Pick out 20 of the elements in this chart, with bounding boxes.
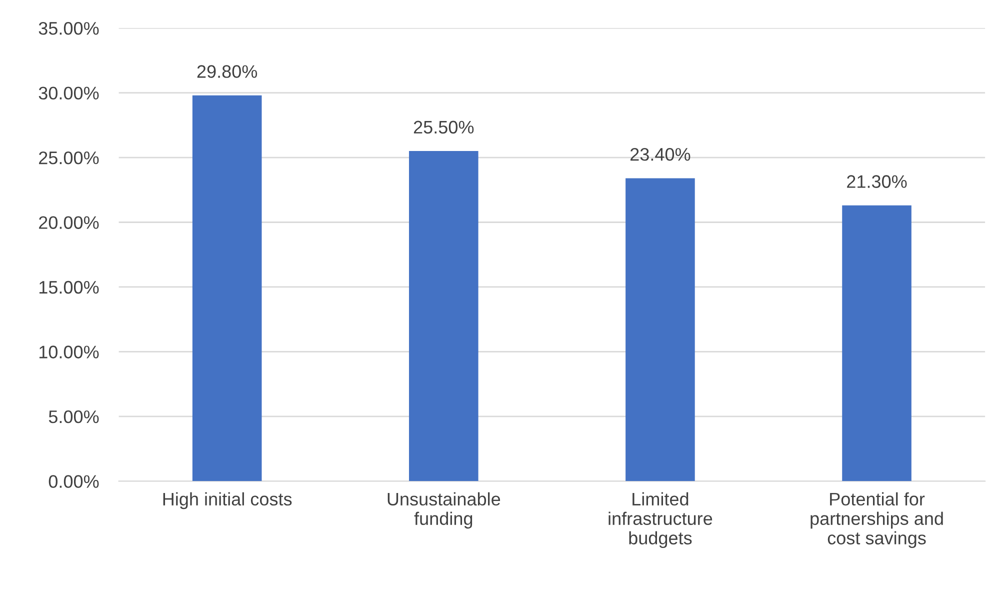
y-tick-label: 5.00% (48, 410, 99, 424)
bar (192, 95, 262, 482)
bar (626, 178, 695, 482)
y-tick-label: 10.00% (40, 346, 99, 358)
data-label: 21.30% (847, 175, 907, 188)
x-tick-label: Unsustainable funding (388, 492, 500, 529)
x-tick-label: High initial costs (163, 492, 292, 510)
bar (842, 205, 912, 482)
y-tick-label: 20.00% (39, 216, 99, 229)
y-tick-label: 30.00% (38, 86, 99, 100)
bar (408, 151, 478, 482)
y-tick-label: 35.00% (38, 22, 99, 35)
data-label: 23.40% (630, 148, 690, 161)
x-tick-label: Potential for partnerships and cost savings (810, 492, 943, 548)
y-tick-label: 15.00% (40, 280, 99, 294)
y-tick-label: 25.00% (39, 151, 99, 164)
data-label: 25.50% (414, 120, 474, 134)
x-tick-label: Limited infrastructure budgets (608, 492, 712, 548)
y-tick-label: 0.00% (48, 475, 99, 488)
data-label: 29.80% (197, 65, 258, 78)
